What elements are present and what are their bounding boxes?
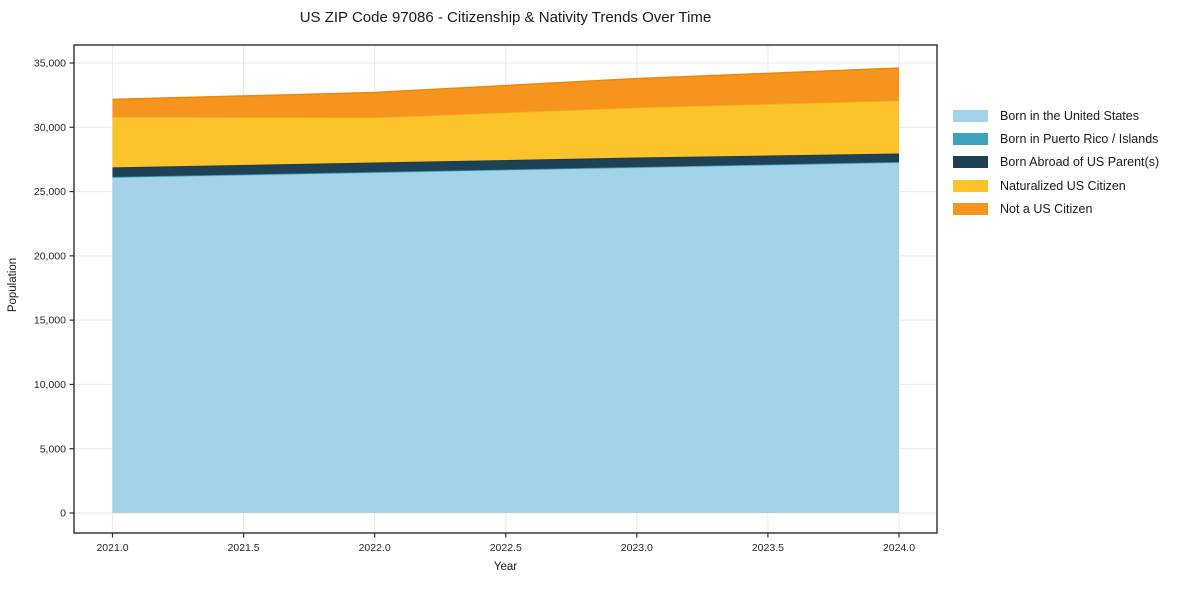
x-tick-label: 2023.5: [752, 542, 784, 554]
y-tick-label: 5,000: [40, 443, 66, 455]
legend-swatch: [953, 109, 988, 122]
x-axis-label: Year: [493, 561, 518, 573]
y-axis-label: Population: [7, 257, 19, 313]
legend-label: Born in the United States: [1000, 108, 1139, 123]
legend-item: Not a US Citizen: [953, 198, 1159, 221]
legend-swatch: [953, 179, 988, 192]
y-tick-label: 20,000: [34, 250, 66, 262]
legend: Born in the United States Born in Puerto …: [953, 104, 1159, 221]
area-series-4-edge: [112, 67, 900, 101]
area-series-2: [112, 153, 899, 177]
x-tick-label: 2022.0: [359, 542, 391, 554]
x-tick-label: 2023.0: [621, 542, 653, 554]
y-tick-label: 30,000: [34, 122, 66, 134]
y-tick-label: 35,000: [34, 58, 66, 70]
area-series-0: [112, 162, 899, 513]
y-tick-label: 0: [60, 508, 66, 520]
chart-title: US ZIP Code 97086 - Citizenship & Nativi…: [299, 9, 712, 26]
legend-label: Not a US Citizen: [1000, 202, 1093, 217]
y-tick-label: 25,000: [34, 186, 66, 198]
legend-label: Born in Puerto Rico / Islands: [1000, 132, 1159, 147]
y-tick-label: 10,000: [34, 379, 66, 391]
legend-item: Born Abroad of US Parent(s): [953, 151, 1159, 174]
y-tick-label: 15,000: [34, 315, 66, 327]
x-tick-label: 2021.5: [228, 542, 260, 554]
area-series-4: [112, 68, 899, 118]
legend-label: Naturalized US Citizen: [1000, 178, 1126, 193]
x-tick-label: 2024.0: [883, 542, 915, 554]
x-tick-label: 2021.0: [96, 542, 128, 554]
legend-item: Born in Puerto Rico / Islands: [953, 127, 1159, 150]
legend-item: Naturalized US Citizen: [953, 174, 1159, 197]
legend-label: Born Abroad of US Parent(s): [1000, 155, 1160, 170]
legend-item: Born in the United States: [953, 104, 1159, 127]
legend-swatch: [953, 156, 988, 169]
area-series-3: [112, 100, 899, 168]
legend-swatch: [953, 133, 988, 146]
x-tick-label: 2022.5: [490, 542, 522, 554]
legend-swatch: [953, 203, 988, 216]
